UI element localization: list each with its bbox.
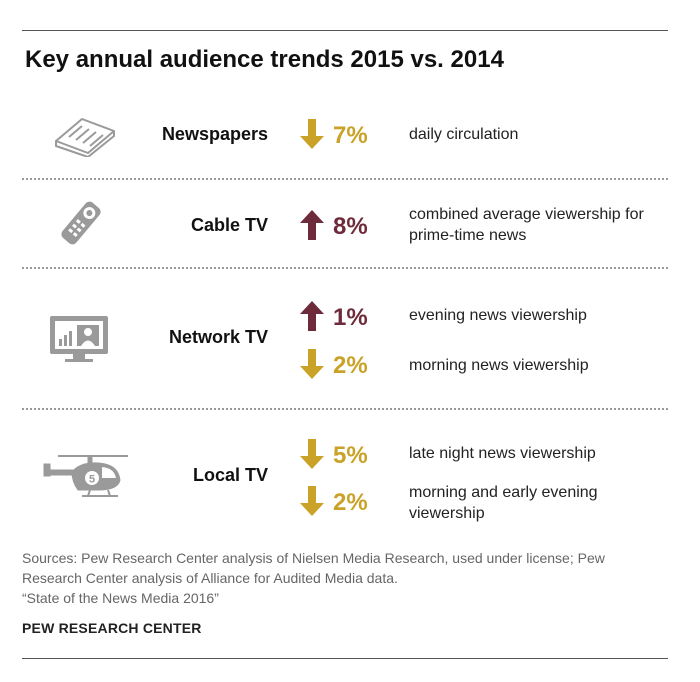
measure-label: morning news viewership: [409, 357, 589, 374]
down-arrow-icon: [300, 349, 324, 379]
change-value: 1%: [333, 304, 368, 331]
up-arrow-icon: [300, 210, 324, 240]
tv-monitor-icon: [50, 316, 108, 362]
sources-line: Research Center analysis of Alliance for…: [22, 570, 398, 586]
measure-label: late night news viewership: [409, 445, 596, 462]
chart-title: Key annual audience trends 2015 vs. 2014: [25, 46, 504, 73]
up-arrow-icon: [300, 301, 324, 331]
change-value: 8%: [333, 213, 368, 240]
top-rule: [22, 30, 668, 31]
row-divider: [22, 267, 668, 269]
category-label-newspapers: Newspapers: [161, 124, 268, 144]
down-arrow-icon: [300, 439, 324, 469]
measure-label: combined average viewership for prime-ti…: [409, 206, 644, 244]
row-divider: [22, 408, 668, 410]
svg-text:5: 5: [89, 474, 95, 486]
measure-label: morning and early evening viewership: [409, 484, 598, 522]
down-arrow-icon: [300, 486, 324, 516]
measure-label: daily circulation: [409, 126, 519, 143]
change-value: 2%: [333, 352, 368, 379]
remote-control-icon: [61, 201, 101, 245]
change-value: 2%: [333, 489, 368, 516]
newspaper-icon: [55, 118, 115, 157]
sources-line: “State of the News Media 2016”: [22, 590, 219, 606]
sources-note: Sources: Pew Research Center analysis of…: [22, 548, 672, 608]
news-helicopter-icon: 5: [43, 455, 128, 497]
row-divider: [22, 178, 668, 180]
down-arrow-icon: [300, 119, 324, 149]
sources-line: Sources: Pew Research Center analysis of…: [22, 550, 605, 566]
measure-label: evening news viewership: [409, 307, 587, 324]
category-label-network-tv: Network TV: [168, 327, 268, 347]
change-value: 7%: [333, 122, 368, 149]
category-label-local-tv: Local TV: [192, 465, 268, 485]
category-label-cable-tv: Cable TV: [190, 215, 268, 235]
brand-label: PEW RESEARCH CENTER: [22, 620, 202, 636]
change-value: 5%: [333, 442, 368, 469]
bottom-rule: [22, 658, 668, 659]
